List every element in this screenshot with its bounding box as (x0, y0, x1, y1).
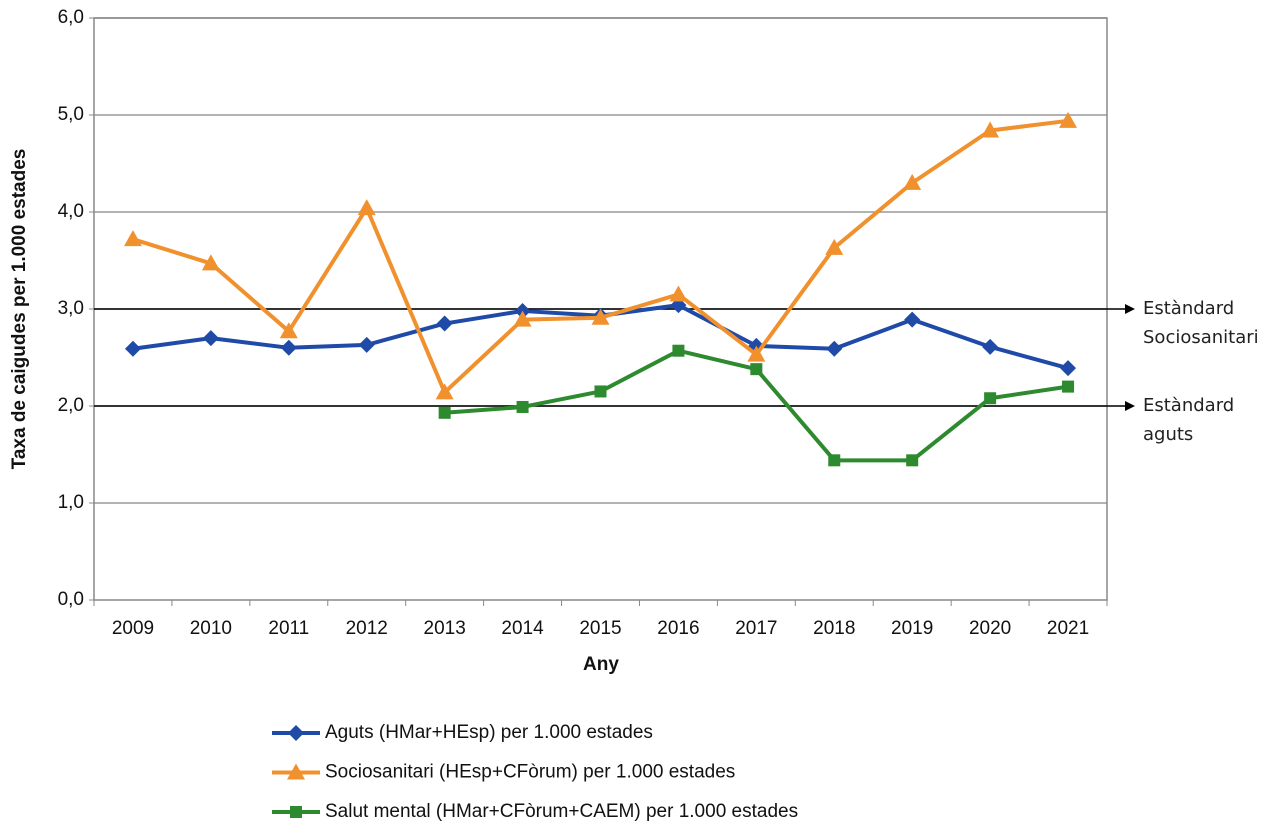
series (123, 111, 1078, 400)
series (438, 344, 1075, 467)
legend-label: Salut mental (HMar+CFòrum+CAEM) per 1.00… (325, 801, 798, 822)
y-axis-title: Taxa de caigudes per 1.000 estades (9, 149, 30, 470)
series-line (132, 118, 1069, 395)
x-tick-label: 2014 (501, 618, 544, 639)
point (280, 339, 297, 356)
x-tick-label: 2018 (813, 618, 855, 639)
point (904, 311, 921, 328)
point (903, 173, 922, 190)
legend-marker (290, 806, 302, 818)
legend-marker (287, 763, 305, 780)
point (672, 344, 685, 357)
point (828, 454, 841, 467)
point (516, 400, 529, 413)
point (436, 315, 453, 332)
point (906, 454, 919, 467)
point (435, 383, 454, 400)
x-tick-label: 2016 (657, 618, 699, 639)
y-tick-label: 0,0 (58, 589, 84, 610)
point (984, 392, 997, 405)
x-tick-label: 2009 (112, 618, 154, 639)
point (982, 338, 999, 355)
x-tick-label: 2020 (969, 618, 1011, 639)
x-tick-label: 2017 (735, 618, 777, 639)
point (1060, 360, 1077, 377)
x-axis-title: Any (583, 654, 619, 675)
point (669, 285, 688, 302)
legend-marker (288, 725, 304, 741)
point (513, 310, 532, 327)
legend-label: Sociosanitari (HEsp+CFòrum) per 1.000 es… (325, 762, 735, 783)
reference-label: aguts (1143, 424, 1193, 445)
point (594, 385, 607, 398)
reference-label: Estàndard (1143, 298, 1234, 319)
point (357, 199, 376, 216)
y-tick-label: 4,0 (58, 201, 84, 222)
reference-label: Estàndard (1143, 395, 1234, 416)
x-tick-label: 2021 (1047, 618, 1089, 639)
point (826, 340, 843, 357)
point (1059, 111, 1078, 128)
point (1062, 380, 1075, 393)
point (750, 363, 763, 376)
point (123, 230, 142, 247)
y-tick-label: 2,0 (58, 395, 84, 416)
legend-label: Aguts (HMar+HEsp) per 1.000 estades (325, 722, 653, 743)
x-tick-label: 2010 (190, 618, 232, 639)
x-tick-label: 2015 (579, 618, 621, 639)
point (279, 322, 298, 339)
x-tick-label: 2012 (346, 618, 388, 639)
x-tick-label: 2013 (424, 618, 466, 639)
y-tick-label: 1,0 (58, 492, 84, 513)
point (358, 336, 375, 353)
point (981, 121, 1000, 138)
y-tick-label: 5,0 (58, 104, 84, 125)
point (202, 330, 219, 347)
point (438, 406, 451, 419)
point (124, 340, 141, 357)
point (747, 345, 766, 362)
x-tick-label: 2019 (891, 618, 933, 639)
point (825, 238, 844, 255)
point (201, 254, 220, 271)
y-tick-label: 3,0 (58, 298, 84, 319)
point (591, 308, 610, 325)
y-tick-label: 6,0 (58, 7, 84, 28)
x-tick-label: 2011 (268, 618, 309, 639)
reference-label: Sociosanitari (1143, 327, 1259, 348)
